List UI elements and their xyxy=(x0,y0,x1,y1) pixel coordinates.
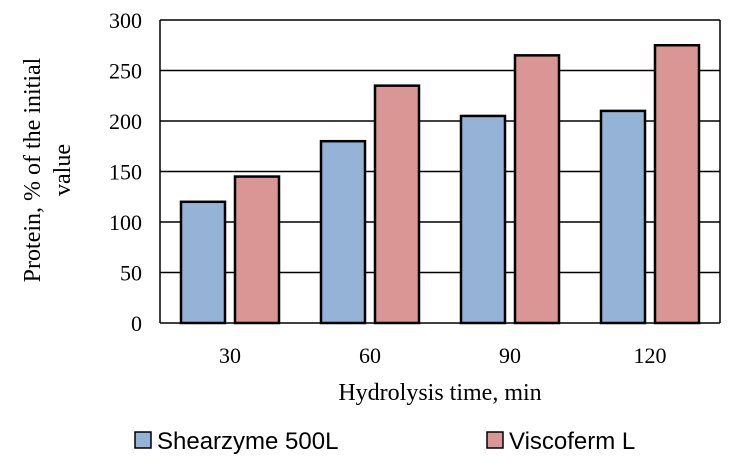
bar-viscoferm-120 xyxy=(653,44,701,325)
x-tick-label: 120 xyxy=(634,343,667,368)
bar-shearzyme-60 xyxy=(319,139,367,325)
y-tick-label: 150 xyxy=(109,160,142,185)
bar-shearzyme-120 xyxy=(599,109,647,325)
x-tick-label: 90 xyxy=(499,343,521,368)
legend-label: Shearzyme 500L xyxy=(157,428,338,455)
bar-viscoferm-90 xyxy=(513,54,561,325)
y-tick-label: 100 xyxy=(109,210,142,235)
legend: Shearzyme 500L Viscoferm L xyxy=(134,428,635,455)
bar-viscoferm-60 xyxy=(373,84,421,325)
x-tick-label: 60 xyxy=(359,343,381,368)
bar-shearzyme-90 xyxy=(459,114,507,325)
x-axis-title: Hydrolysis time, min xyxy=(338,380,541,406)
y-axis-title-line-1: Protein, % of the initial xyxy=(20,57,46,282)
legend-swatch xyxy=(134,431,152,449)
y-tick-labels: 0 50 100 150 200 250 300 xyxy=(109,8,142,336)
y-tick-label: 200 xyxy=(109,109,142,134)
bar-viscoferm-30 xyxy=(233,175,281,325)
legend-swatch xyxy=(486,431,504,449)
legend-label: Viscoferm L xyxy=(509,428,635,455)
y-tick-label: 300 xyxy=(109,8,142,33)
bar-shearzyme-30 xyxy=(179,200,227,325)
axes xyxy=(159,20,721,324)
x-tick-labels: 30 60 90 120 xyxy=(219,343,667,368)
y-tick-label: 50 xyxy=(120,261,142,286)
y-axis-title-line-2: value xyxy=(50,144,76,196)
y-tick-label: 0 xyxy=(131,311,142,336)
x-tick-label: 30 xyxy=(219,343,241,368)
bars xyxy=(179,44,701,325)
y-tick-label: 250 xyxy=(109,59,142,84)
